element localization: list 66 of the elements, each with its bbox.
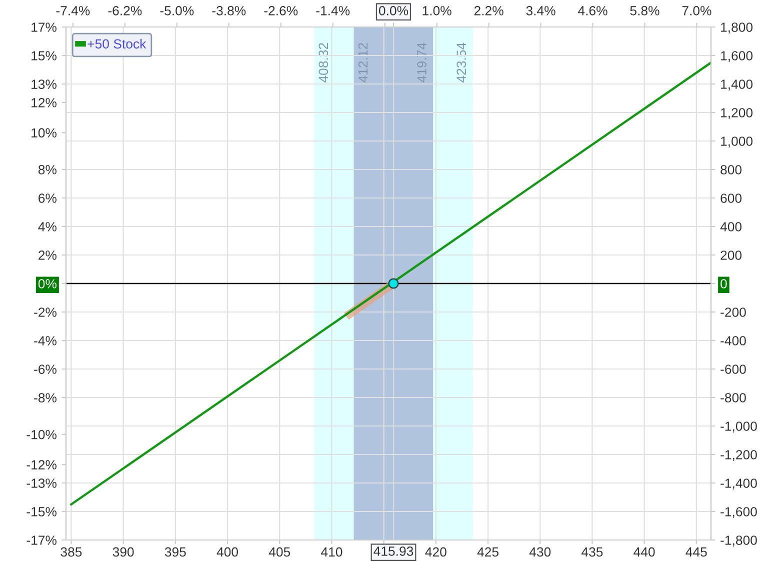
y2-tick-label: -1,400: [720, 478, 757, 490]
y2-tick-label: 400: [720, 222, 742, 232]
y2-tick-label: -1,600: [720, 507, 757, 518]
x2-tick-label: 5.8%: [630, 6, 660, 16]
x-tick-label: 405: [268, 547, 290, 557]
y2-tick-label: -800: [720, 393, 746, 402]
x-tick-label: 435: [582, 547, 603, 557]
legend-label: +50 Stock: [88, 38, 146, 49]
y-tick-label: 10%: [32, 128, 57, 138]
y2-tick-label: -1,800: [720, 536, 757, 546]
y-tick-label: -2%: [34, 308, 57, 317]
x2-tick-label: 0.0%: [378, 6, 408, 16]
y-tick-label: 0%: [38, 279, 57, 288]
x2-tick-label: -7.4%: [56, 6, 90, 16]
y2-tick-label: 200: [720, 250, 742, 260]
y2-tick-label: 1,400: [721, 80, 753, 90]
y-tick-label: -10%: [26, 430, 57, 440]
x-tick-label: 420: [425, 547, 446, 557]
y-tick-label: -4%: [34, 336, 57, 346]
x2-tick-label: -1.4%: [316, 6, 350, 16]
x-tick-label: 390: [112, 547, 134, 557]
y2-tick-label: 600: [720, 194, 742, 203]
x-tick-label: 430: [529, 547, 551, 557]
y2-tick-label: 0: [720, 279, 727, 288]
y2-tick-label: 1,800: [721, 22, 753, 34]
y2-tick-label: 1,200: [721, 108, 753, 119]
x2-tick-label: -6.2%: [108, 6, 142, 16]
x2-tick-label: 7.0%: [682, 6, 712, 16]
y-tick-label: 12%: [32, 98, 57, 108]
x2-tick-label: -5.0%: [160, 6, 194, 16]
y-tick-label: -13%: [26, 478, 57, 488]
x2-tick-label: 2.2%: [474, 6, 504, 16]
x-tick-label: 400: [216, 547, 238, 557]
y2-tick-label: -600: [720, 364, 746, 374]
y-tick-label: 15%: [32, 51, 57, 60]
y-tick-label: 17%: [32, 22, 57, 32]
y2-tick-label: -1,200: [720, 450, 757, 461]
x2-tick-label: -2.6%: [264, 6, 298, 16]
y-tick-label: 13%: [32, 80, 57, 89]
x2-tick-label: 4.6%: [578, 6, 608, 16]
x2-tick-label: 1.0%: [422, 6, 452, 16]
y2-tick-label: 800: [720, 165, 742, 174]
ref-line-label: 415.93: [374, 546, 414, 556]
x2-tick-label: -3.8%: [212, 6, 246, 16]
y-tick-label: -6%: [34, 364, 57, 374]
y-tick-label: 8%: [38, 165, 57, 174]
x-tick-label: 410: [321, 547, 342, 557]
x-tick-label: 445: [686, 547, 707, 557]
y-tick-label: 2%: [38, 250, 57, 260]
x-tick-label: 440: [634, 547, 655, 557]
y-tick-label: -17%: [26, 536, 57, 545]
y-tick-label: -12%: [26, 460, 57, 470]
y-tick-label: 4%: [38, 222, 57, 232]
y2-tick-label: -200: [720, 308, 746, 317]
band-label: 408.32: [318, 43, 328, 82]
y2-tick-label: 1,000: [721, 136, 753, 148]
x-tick-label: 385: [60, 547, 82, 557]
x2-tick-label: 3.4%: [526, 6, 556, 16]
x-tick-label: 395: [164, 547, 186, 557]
y-tick-label: -15%: [26, 507, 57, 516]
y-tick-label: -8%: [34, 393, 57, 402]
x-tick-label: 425: [477, 547, 498, 557]
y2-tick-label: -1,000: [720, 422, 757, 432]
y2-tick-label: 1,600: [721, 51, 753, 62]
y-tick-label: 6%: [38, 194, 57, 203]
y2-tick-label: -400: [720, 336, 746, 346]
